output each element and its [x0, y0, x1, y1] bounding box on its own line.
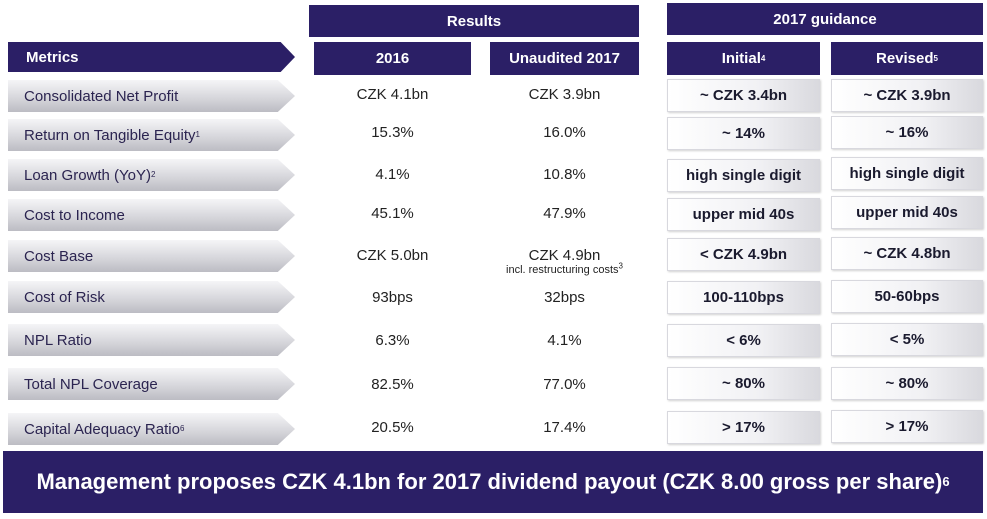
col-2016-header: 2016 [314, 42, 471, 75]
metric-text: Return on Tangible Equity [24, 126, 196, 144]
guidance-revised-text: ~ CZK 4.8bn [863, 245, 951, 262]
metric-text: Total NPL Coverage [24, 375, 158, 393]
metric-label: NPL Ratio [8, 324, 295, 356]
metric-label: Consolidated Net Profit [8, 80, 295, 112]
guidance-header: 2017 guidance [667, 3, 983, 35]
guidance-initial-text: upper mid 40s [692, 206, 795, 223]
metric-text: Capital Adequacy Ratio [24, 420, 180, 438]
value-2016: 45.1% [371, 205, 414, 222]
guidance-revised-text: upper mid 40s [856, 204, 958, 221]
metric-text: Cost Base [24, 247, 94, 265]
results-header-label: Results [446, 12, 502, 30]
value-2016: 6.3% [375, 332, 410, 349]
col-initial-header: Initial 4 [667, 42, 820, 75]
guidance-initial-text: < 6% [726, 332, 761, 349]
value-2017: 4.1% [547, 332, 582, 349]
value-2017: 10.8% [543, 166, 586, 183]
value-2016: 20.5% [371, 419, 414, 436]
guidance-initial-text: ~ CZK 3.4bn [699, 87, 788, 104]
col-2016-label: 2016 [375, 50, 410, 67]
guidance-initial: 100-110bps [667, 281, 820, 314]
guidance-header-label: 2017 guidance [773, 10, 877, 28]
metric-text: Cost to Income [24, 206, 125, 224]
metric-text: Cost of Risk [24, 288, 105, 306]
dividend-banner-text: Management proposes CZK 4.1bn for 2017 d… [36, 469, 943, 494]
restructuring-note-sup: 3 [618, 261, 623, 271]
restructuring-note: incl. restructuring costs3 [475, 261, 654, 277]
value-2017: 32bps [544, 289, 585, 306]
guidance-initial: ~ 14% [667, 117, 820, 150]
guidance-initial-text: high single digit [686, 167, 801, 184]
col-revised-label: Revised [876, 50, 934, 67]
metrics-header-label: Metrics [26, 48, 79, 66]
value-2017: 17.4% [543, 419, 586, 436]
guidance-revised-text: 50-60bps [874, 288, 940, 305]
value-2016: 4.1% [375, 166, 410, 183]
metric-label: Loan Growth (YoY) 2 [8, 159, 295, 191]
metric-label: Cost to Income [8, 199, 295, 231]
guidance-revised-text: > 17% [885, 418, 929, 435]
metric-label: Cost Base [8, 240, 295, 272]
guidance-initial-text: ~ 14% [722, 125, 765, 142]
guidance-revised: upper mid 40s [831, 196, 983, 229]
guidance-revised: < 5% [831, 323, 983, 356]
metric-text: NPL Ratio [24, 331, 92, 349]
guidance-revised: ~ CZK 4.8bn [831, 237, 983, 270]
value-2017: 16.0% [543, 124, 586, 141]
guidance-revised-text: < 5% [889, 331, 925, 348]
guidance-initial: high single digit [667, 159, 820, 192]
value-2016: 93bps [372, 289, 413, 306]
guidance-initial: < CZK 4.9bn [667, 238, 820, 271]
restructuring-note-text: incl. restructuring costs [506, 264, 619, 276]
metric-text: Loan Growth (YoY) [24, 166, 152, 184]
guidance-revised-text: high single digit [849, 165, 965, 182]
guidance-initial: ~ 80% [667, 367, 820, 400]
guidance-revised: > 17% [831, 410, 983, 443]
metric-text: Consolidated Net Profit [24, 87, 179, 105]
guidance-initial-text: < CZK 4.9bn [699, 246, 788, 263]
metric-label: Return on Tangible Equity 1 [8, 119, 295, 151]
col-revised-header: Revised 5 [831, 42, 983, 75]
guidance-revised-text: ~ 16% [885, 124, 929, 141]
metrics-header: Metrics [8, 42, 295, 72]
guidance-revised: high single digit [831, 157, 983, 190]
guidance-initial: ~ CZK 3.4bn [667, 79, 820, 112]
guidance-initial: upper mid 40s [667, 198, 820, 231]
guidance-revised: 50-60bps [831, 280, 983, 313]
guidance-revised: ~ 16% [831, 116, 983, 149]
metric-label: Cost of Risk [8, 281, 295, 313]
results-header: Results [309, 5, 639, 37]
guidance-initial-text: 100-110bps [703, 289, 784, 306]
guidance-revised-text: ~ 80% [885, 375, 929, 392]
value-2017: CZK 4.9bn incl. restructuring costs3 [475, 247, 654, 277]
guidance-revised-text: ~ CZK 3.9bn [863, 87, 951, 104]
col-2017-header: Unaudited 2017 [490, 42, 639, 75]
guidance-initial: > 17% [667, 411, 820, 444]
guidance-revised: ~ CZK 3.9bn [831, 79, 983, 112]
col-2017-label: Unaudited 2017 [509, 50, 620, 67]
value-2017: 47.9% [543, 205, 586, 222]
dividend-banner: Management proposes CZK 4.1bn for 2017 d… [3, 451, 983, 513]
value-2016: 15.3% [371, 124, 414, 141]
value-2016: 82.5% [371, 376, 414, 393]
metric-label: Total NPL Coverage [8, 368, 295, 400]
value-2016: CZK 4.1bn [356, 86, 429, 103]
metric-label: Capital Adequacy Ratio 6 [8, 413, 295, 445]
guidance-initial-text: ~ 80% [722, 375, 765, 392]
value-2016: CZK 5.0bn [356, 247, 429, 264]
guidance-revised: ~ 80% [831, 367, 983, 400]
col-initial-label: Initial [721, 50, 761, 67]
value-2017: CZK 3.9bn [528, 86, 601, 103]
value-2017: 77.0% [543, 376, 586, 393]
value-2017-text: CZK 4.9bn [528, 247, 601, 264]
guidance-initial-text: > 17% [722, 419, 765, 436]
guidance-initial: < 6% [667, 324, 820, 357]
